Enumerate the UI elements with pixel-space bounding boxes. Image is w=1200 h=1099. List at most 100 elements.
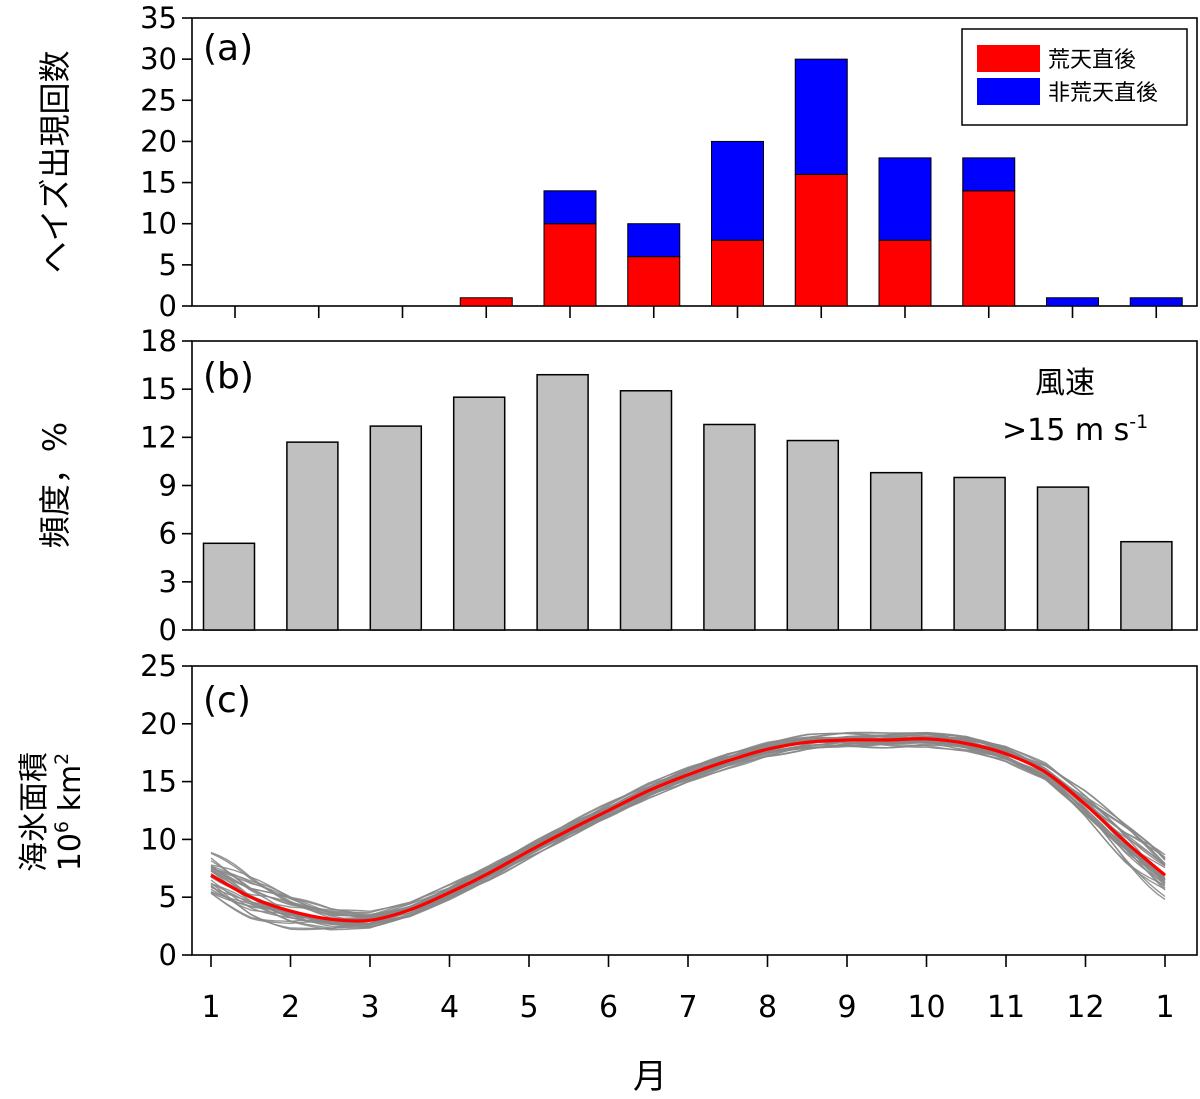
legend-label-non-storm: 非荒天直後 (1048, 81, 1158, 106)
panel-a-label: (a) (203, 28, 253, 69)
mean-sea-ice-line (210, 737, 1167, 923)
panel-c-y-tick-label: 15 (140, 765, 177, 799)
unit-exp-2: 2 (51, 753, 73, 765)
wind-frequency-bar-month-9 (869, 471, 923, 631)
bar-non-storm-month-8 (794, 58, 848, 175)
month-tick-label: 1 (1155, 990, 1174, 1025)
panel-a-y-tick-label: 0 (159, 289, 177, 323)
panel-a-y-tick-label: 20 (140, 124, 177, 158)
panel-c-y-tick-label: 25 (140, 649, 177, 683)
bar-non-storm-month-12 (1129, 297, 1183, 307)
unit-base: 10 (53, 833, 88, 871)
wind-frequency-bar-month-6 (619, 390, 673, 631)
panel-a-y-tick-label: 10 (140, 207, 177, 241)
wind-frequency-bar-month-7 (703, 423, 756, 631)
wind-frequency-bar-month-1 (202, 542, 256, 631)
annotation-threshold: >15 m s-1 (1002, 411, 1148, 448)
month-tick-label: 9 (837, 990, 856, 1025)
legend-swatch-storm (977, 45, 1040, 72)
panel-c-y-tick-label: 10 (140, 822, 177, 856)
panel-b-y-axis-title: 頻度，% (36, 422, 74, 548)
panel-a-bars (459, 58, 1183, 307)
x-axis-title: 月 (633, 1057, 667, 1097)
panel-a-y-axis: 0 5 10 15 20 25 30 35 (140, 1, 192, 323)
wind-speed-annotation: 風速 >15 m s-1 (1002, 366, 1148, 448)
month-tick-label: 1 (201, 990, 220, 1025)
panel-b: 0 3 6 9 12 15 18 (b) 頻度，% 風速 >15 m s-1 (36, 324, 1198, 647)
panel-b-y-tick-label: 15 (140, 372, 177, 406)
panel-c-y-tick-label: 5 (159, 880, 177, 914)
yearly-sea-ice-line (210, 743, 1166, 925)
unit-exp-6: 6 (51, 821, 73, 833)
panel-a-y-tick-label: 25 (140, 83, 177, 117)
bar-non-storm-month-5 (543, 190, 597, 225)
legend-frame (961, 28, 1188, 126)
month-tick-label: 2 (281, 990, 300, 1025)
annotation-threshold-sup: -1 (1129, 411, 1148, 433)
panel-b-y-tick-label: 9 (159, 469, 177, 503)
wind-frequency-bar-month-4 (452, 396, 506, 631)
panel-a-y-tick-label: 5 (159, 248, 177, 282)
panel-c-y-axis: 0 5 10 15 20 25 (140, 649, 192, 972)
legend-label-storm: 荒天直後 (1048, 48, 1136, 73)
bar-storm-month-8 (794, 173, 848, 307)
bar-storm-month-10 (962, 190, 1016, 307)
panel-a-legend: 荒天直後 非荒天直後 (961, 28, 1188, 126)
panel-c-x-axis: 1 2 3 4 5 6 7 8 9 10 11 12 1 (201, 955, 1175, 1025)
panel-b-bars (202, 373, 1173, 631)
bar-non-storm-month-6 (627, 223, 681, 258)
panel-c-ensemble-lines (210, 731, 1166, 931)
bar-storm-month-5 (543, 223, 597, 307)
month-tick-label: 4 (440, 990, 459, 1025)
yearly-sea-ice-line (210, 732, 1166, 913)
panel-c-frame (191, 665, 1198, 956)
panel-a-y-axis-title: ヘイズ出現回数 (36, 50, 74, 273)
unit-km: km (53, 765, 88, 821)
panel-b-y-tick-label: 0 (159, 613, 177, 647)
panel-a-y-tick-label: 35 (140, 1, 177, 35)
bar-non-storm-month-7 (711, 140, 764, 241)
month-tick-label: 10 (907, 990, 945, 1025)
panel-a-x-ticks (234, 306, 1158, 318)
wind-frequency-bar-month-11 (1036, 486, 1090, 631)
month-tick-label: 11 (987, 990, 1025, 1025)
panel-a-frame (191, 17, 1198, 307)
month-tick-label: 3 (360, 990, 379, 1025)
panel-b-y-tick-label: 3 (159, 565, 177, 599)
month-tick-label: 7 (678, 990, 697, 1025)
wind-frequency-bar-month-5 (536, 373, 589, 631)
wind-frequency-bar-month-12 (1120, 540, 1173, 631)
panel-c-y-tick-label: 0 (159, 938, 177, 972)
panel-a-y-tick-label: 15 (140, 166, 177, 200)
panel-b-y-tick-label: 12 (140, 420, 177, 454)
panel-c-y-axis-title: 海氷面積 (17, 752, 52, 872)
wind-frequency-bar-month-2 (286, 441, 339, 631)
bar-storm-month-4 (459, 297, 513, 307)
panel-a-y-tick-label: 30 (140, 42, 177, 76)
wind-frequency-bar-month-8 (786, 439, 840, 631)
annotation-wind-speed: 風速 (1035, 366, 1095, 401)
panel-c-label: (c) (203, 680, 251, 721)
bar-non-storm-month-9 (878, 157, 932, 241)
panel-c-y-tick-label: 20 (140, 707, 177, 741)
month-tick-label: 5 (519, 990, 538, 1025)
yearly-sea-ice-line (210, 731, 1166, 917)
yearly-sea-ice-line (210, 741, 1166, 931)
bar-storm-month-7 (711, 239, 764, 307)
panel-b-label: (b) (203, 356, 254, 397)
panel-a: 0 5 10 15 20 25 30 35 (a) ヘイズ出現回数 荒天直後 非荒天直後 (36, 1, 1198, 323)
panel-c-y-axis-unit: 106 km2 (51, 753, 88, 872)
wind-frequency-bar-month-10 (953, 476, 1006, 631)
bar-storm-month-9 (878, 239, 932, 307)
bar-non-storm-month-11 (1046, 297, 1099, 307)
panel-b-y-tick-label: 18 (140, 324, 177, 358)
legend-swatch-non-storm (977, 78, 1040, 105)
month-tick-label: 8 (758, 990, 777, 1025)
month-tick-label: 12 (1066, 990, 1104, 1025)
bar-storm-month-6 (627, 256, 681, 307)
annotation-threshold-text: >15 m s (1002, 413, 1129, 448)
bar-non-storm-month-10 (962, 157, 1016, 192)
panel-b-y-tick-label: 6 (159, 517, 177, 551)
